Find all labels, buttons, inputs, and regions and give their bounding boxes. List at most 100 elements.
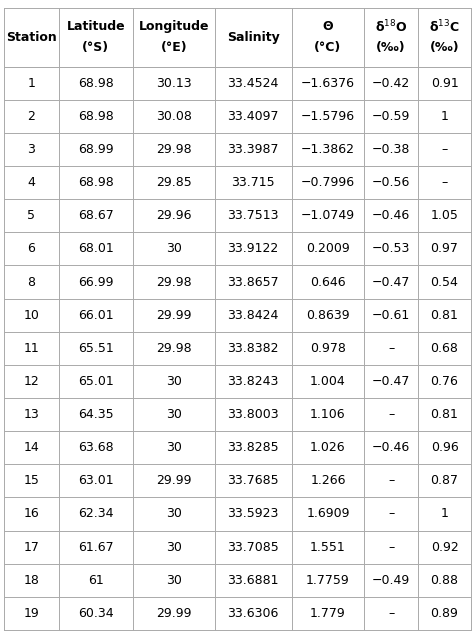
Text: 1.779: 1.779	[310, 607, 346, 620]
Text: 1.05: 1.05	[431, 210, 458, 222]
Text: –: –	[388, 408, 394, 421]
Text: 1.6909: 1.6909	[306, 507, 350, 521]
Text: 29.99: 29.99	[156, 474, 191, 487]
Text: (°E): (°E)	[161, 41, 187, 54]
Text: 33.4097: 33.4097	[228, 110, 279, 123]
Text: 8: 8	[28, 276, 35, 288]
Text: 0.2009: 0.2009	[306, 243, 350, 255]
Text: δ$^{13}$C: δ$^{13}$C	[429, 18, 460, 35]
Text: 29.98: 29.98	[156, 143, 191, 156]
Text: 68.01: 68.01	[78, 243, 114, 255]
Text: 19: 19	[23, 607, 39, 620]
Text: Station: Station	[6, 30, 57, 44]
Text: 0.97: 0.97	[431, 243, 458, 255]
Text: 33.8243: 33.8243	[228, 375, 279, 388]
Text: 33.715: 33.715	[231, 176, 275, 189]
Text: 0.81: 0.81	[431, 309, 458, 322]
Text: –: –	[388, 540, 394, 554]
Text: 30: 30	[166, 573, 181, 587]
Text: 60.34: 60.34	[78, 607, 114, 620]
Text: –: –	[388, 342, 394, 355]
Text: 2: 2	[28, 110, 35, 123]
Text: 1: 1	[441, 110, 448, 123]
Text: 68.67: 68.67	[78, 210, 114, 222]
Text: 30: 30	[166, 441, 181, 454]
Text: 33.8285: 33.8285	[228, 441, 279, 454]
Text: −0.47: −0.47	[372, 375, 410, 388]
Text: 6: 6	[28, 243, 35, 255]
Text: –: –	[441, 176, 447, 189]
Text: 0.8639: 0.8639	[306, 309, 350, 322]
Text: 29.99: 29.99	[156, 309, 191, 322]
Text: 0.68: 0.68	[431, 342, 458, 355]
Text: 33.7685: 33.7685	[228, 474, 279, 487]
Text: 61: 61	[88, 573, 104, 587]
Text: 0.76: 0.76	[431, 375, 458, 388]
Text: −0.47: −0.47	[372, 276, 410, 288]
Text: 29.99: 29.99	[156, 607, 191, 620]
Text: 18: 18	[23, 573, 39, 587]
Text: 1.004: 1.004	[310, 375, 346, 388]
Text: 1.7759: 1.7759	[306, 573, 350, 587]
Text: −1.5796: −1.5796	[301, 110, 355, 123]
Text: 14: 14	[23, 441, 39, 454]
Text: Salinity: Salinity	[227, 30, 279, 44]
Text: 68.99: 68.99	[78, 143, 114, 156]
Text: 62.34: 62.34	[78, 507, 114, 521]
Text: 66.01: 66.01	[78, 309, 114, 322]
Text: 1.026: 1.026	[310, 441, 346, 454]
Text: −0.42: −0.42	[372, 77, 410, 90]
Text: 29.85: 29.85	[156, 176, 191, 189]
Text: 11: 11	[23, 342, 39, 355]
Text: 30.13: 30.13	[156, 77, 191, 90]
Text: Latitude: Latitude	[66, 20, 125, 33]
Text: 30: 30	[166, 243, 181, 255]
Text: 29.98: 29.98	[156, 342, 191, 355]
Text: 33.5923: 33.5923	[228, 507, 279, 521]
Text: 1.106: 1.106	[310, 408, 346, 421]
Text: 0.89: 0.89	[431, 607, 458, 620]
Text: 4: 4	[28, 176, 35, 189]
Text: 63.68: 63.68	[78, 441, 114, 454]
Text: 61.67: 61.67	[78, 540, 114, 554]
Text: 1: 1	[28, 77, 35, 90]
Text: −0.53: −0.53	[372, 243, 410, 255]
Text: 66.99: 66.99	[78, 276, 114, 288]
Text: Θ: Θ	[323, 20, 333, 33]
Text: 65.51: 65.51	[78, 342, 114, 355]
Text: –: –	[388, 607, 394, 620]
Text: −1.3862: −1.3862	[301, 143, 355, 156]
Text: 33.8657: 33.8657	[228, 276, 279, 288]
Text: 33.7513: 33.7513	[228, 210, 279, 222]
Text: 0.88: 0.88	[430, 573, 458, 587]
Text: 33.8424: 33.8424	[228, 309, 279, 322]
Text: −0.38: −0.38	[372, 143, 410, 156]
Text: 33.7085: 33.7085	[227, 540, 279, 554]
Text: −0.7996: −0.7996	[301, 176, 355, 189]
Text: Longitude: Longitude	[138, 20, 209, 33]
Text: 1: 1	[441, 507, 448, 521]
Text: 68.98: 68.98	[78, 110, 114, 123]
Text: 0.978: 0.978	[310, 342, 346, 355]
Text: 33.4524: 33.4524	[228, 77, 279, 90]
Text: (‰): (‰)	[430, 41, 459, 54]
Text: 0.87: 0.87	[430, 474, 458, 487]
Text: (°S): (°S)	[82, 41, 109, 54]
Text: −0.59: −0.59	[372, 110, 410, 123]
Text: 33.8382: 33.8382	[228, 342, 279, 355]
Text: 16: 16	[23, 507, 39, 521]
Text: 33.6306: 33.6306	[228, 607, 279, 620]
Text: −0.61: −0.61	[372, 309, 410, 322]
Text: 30.08: 30.08	[156, 110, 191, 123]
Text: 33.6881: 33.6881	[228, 573, 279, 587]
Text: 0.54: 0.54	[431, 276, 458, 288]
Text: 3: 3	[28, 143, 35, 156]
Text: 30: 30	[166, 408, 181, 421]
Text: 17: 17	[23, 540, 39, 554]
Text: 68.98: 68.98	[78, 77, 114, 90]
Text: 33.3987: 33.3987	[228, 143, 279, 156]
Text: –: –	[388, 507, 394, 521]
Text: 64.35: 64.35	[78, 408, 114, 421]
Text: 0.91: 0.91	[431, 77, 458, 90]
Text: 30: 30	[166, 507, 181, 521]
